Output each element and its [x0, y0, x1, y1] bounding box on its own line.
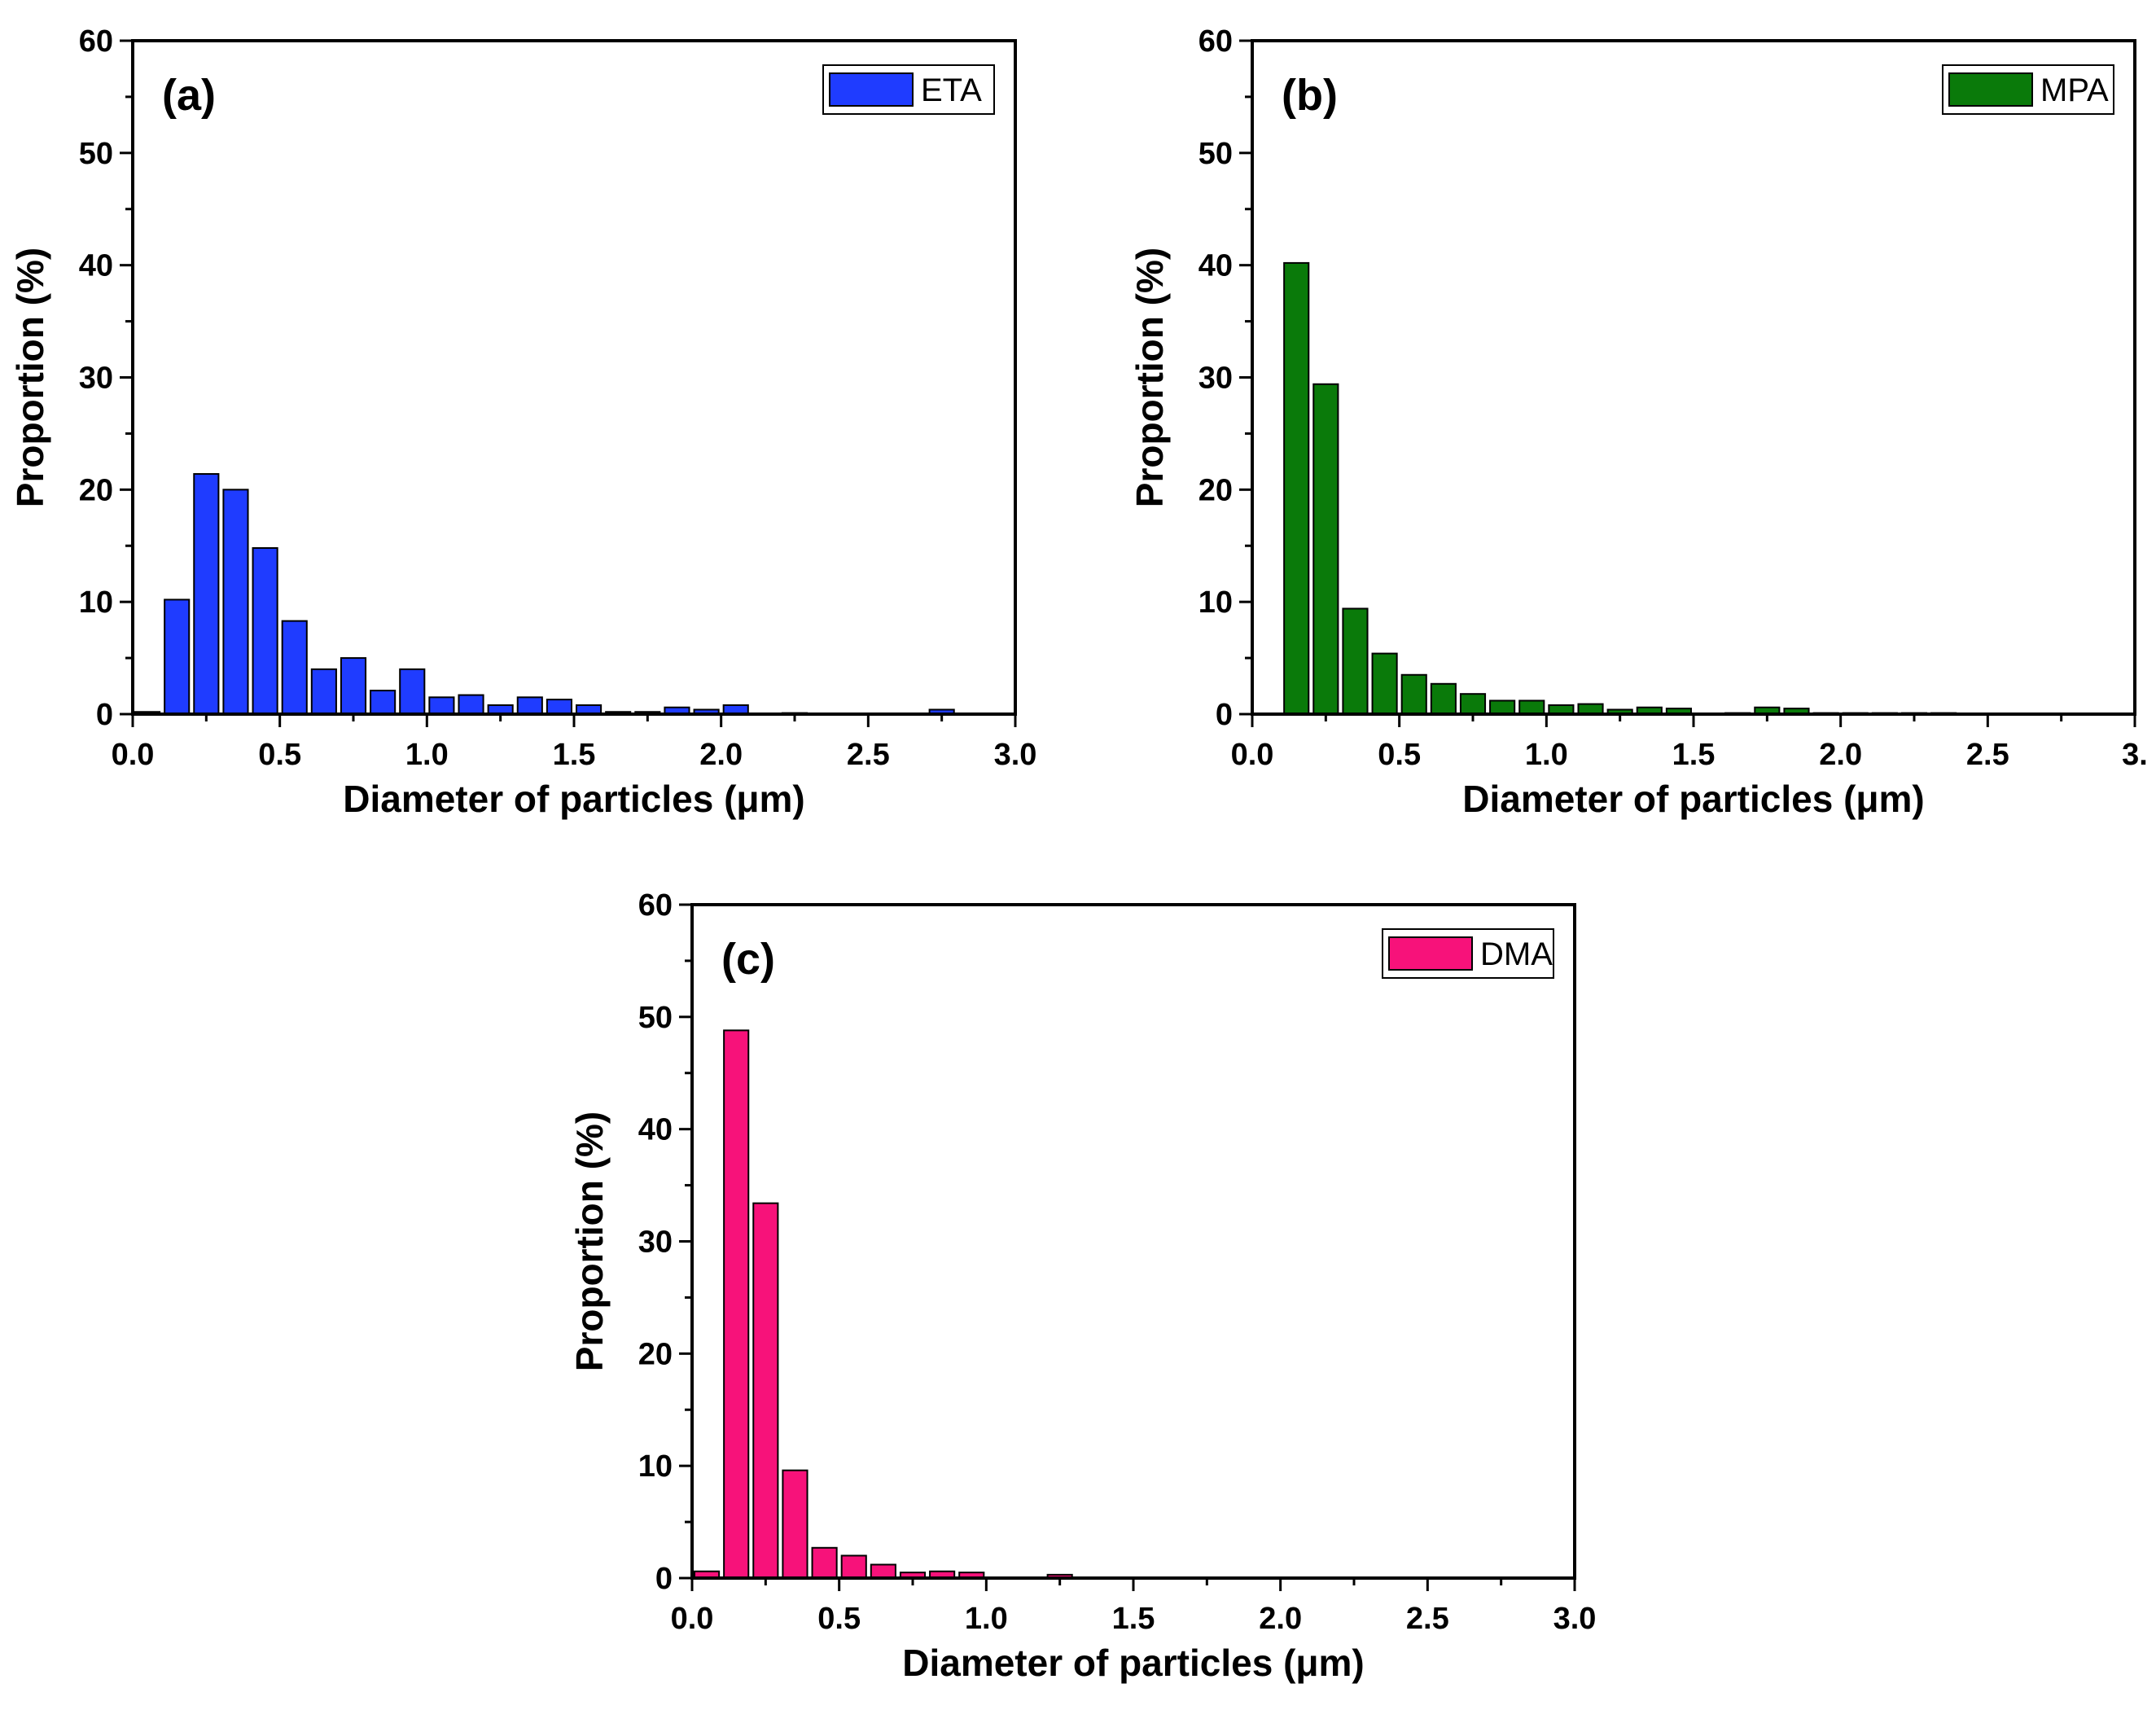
x-tick-label: 0.5	[258, 738, 301, 772]
y-tick-label: 10	[1199, 585, 1233, 620]
y-tick-label: 50	[638, 1001, 673, 1035]
panel-label: (a)	[162, 71, 216, 120]
y-tick-label: 20	[1199, 473, 1233, 507]
histogram-bar	[1430, 682, 1457, 715]
x-tick-label: 1.0	[405, 738, 449, 772]
x-tick-label: 2.0	[1819, 738, 1862, 772]
chart-panel-2: 0.0 0.5 1.0 1.5 2.0 2.5 3. 0 10 20 30 40 50 60 Diamete…	[1128, 24, 2148, 820]
histogram-bar	[164, 598, 191, 715]
x-tick-label: 0.5	[817, 1602, 861, 1636]
histogram-bar	[1283, 261, 1310, 716]
histogram-bar	[281, 620, 308, 715]
histogram-bar	[1459, 693, 1487, 716]
histogram-bar	[546, 699, 572, 715]
x-tick-label: 3.0	[994, 738, 1037, 772]
legend-label: MPA	[2040, 72, 2109, 108]
panel-label: (b)	[1282, 71, 1338, 120]
x-tick-label: 3.0	[1553, 1602, 1597, 1636]
y-tick-label: 50	[79, 137, 113, 171]
y-tick-label: 30	[79, 362, 113, 396]
histogram-bar	[458, 694, 484, 716]
x-axis-title: Diameter of particles (μm)	[902, 1642, 1365, 1684]
y-tick-label: 0	[96, 698, 113, 732]
x-tick-label: 2.0	[699, 738, 743, 772]
histogram-bar	[222, 489, 249, 715]
legend: MPA	[1942, 64, 2114, 115]
y-tick-label: 20	[79, 473, 113, 507]
x-tick-label: 1.5	[1672, 738, 1716, 772]
legend-label: DMA	[1480, 936, 1553, 972]
x-tick-label: 0.0	[112, 738, 155, 772]
histogram-bar	[723, 1029, 750, 1579]
x-tick-label: 2.5	[1966, 738, 2009, 772]
histogram-bar	[340, 657, 367, 715]
x-tick-label: 1.5	[553, 738, 596, 772]
chart-panel-3: 0.0 0.5 1.0 1.5 2.0 2.5 3.0 0 10 20 30 40 50 60 Diamet…	[568, 888, 1596, 1684]
y-tick-label: 60	[1199, 24, 1233, 59]
histogram-bar	[193, 473, 220, 716]
x-tick-label: 3.	[2122, 738, 2148, 772]
y-tick-label: 30	[1199, 362, 1233, 396]
chart-panel-1: 0.0 0.5 1.0 1.5 2.0 2.5 3.0 0 10 20 30 40 50 60 Diamet…	[9, 24, 1036, 820]
histogram-bar	[782, 1469, 808, 1580]
histogram-bar	[1371, 652, 1398, 716]
legend: ETA	[822, 64, 995, 115]
y-tick-label: 10	[79, 585, 113, 620]
y-axis-title: Proportion (%)	[9, 248, 51, 507]
histogram-bar	[370, 690, 397, 715]
y-tick-label: 40	[1199, 249, 1233, 283]
x-tick-label: 2.5	[847, 738, 890, 772]
x-tick-label: 1.0	[965, 1602, 1008, 1636]
y-tick-label: 60	[79, 24, 113, 59]
legend-swatch	[1388, 936, 1473, 971]
y-tick-label: 20	[638, 1337, 673, 1371]
x-tick-label: 0.0	[1231, 738, 1274, 772]
histogram-bar	[516, 696, 543, 716]
x-axis-title: Diameter of particles (μm)	[1462, 778, 1925, 820]
x-tick-label: 0.0	[671, 1602, 714, 1636]
histogram-bar	[428, 696, 455, 716]
y-tick-label: 40	[638, 1113, 673, 1147]
y-tick-label: 10	[638, 1449, 673, 1484]
x-tick-label: 1.0	[1525, 738, 1568, 772]
legend: DMA	[1382, 928, 1554, 979]
histogram-bar	[1312, 383, 1339, 715]
histogram-bar	[310, 668, 337, 715]
y-tick-label: 0	[1216, 698, 1233, 732]
histogram-bar	[1342, 607, 1369, 715]
legend-swatch	[829, 72, 914, 107]
histogram-bar	[1400, 673, 1427, 716]
y-tick-label: 0	[655, 1562, 673, 1596]
x-tick-label: 2.0	[1259, 1602, 1302, 1636]
x-axis-title: Diameter of particles (μm)	[343, 778, 805, 820]
histogram-bar	[399, 668, 426, 715]
y-tick-label: 30	[638, 1226, 673, 1260]
y-tick-label: 50	[1199, 137, 1233, 171]
bar-group	[694, 1029, 1073, 1580]
charts: 0.0 0.5 1.0 1.5 2.0 2.5 3.00102030405060Diamet…	[9, 24, 2148, 1684]
x-tick-label: 1.5	[1112, 1602, 1155, 1636]
histogram-bar	[870, 1563, 896, 1579]
histogram-bar	[252, 547, 278, 715]
y-axis-title: Proportion (%)	[1128, 248, 1171, 507]
legend-swatch	[1948, 72, 2033, 107]
y-tick-label: 60	[638, 888, 673, 923]
legend-label: ETA	[921, 72, 982, 108]
histogram-bar	[752, 1202, 779, 1580]
y-tick-label: 40	[79, 249, 113, 283]
histogram-bar	[1518, 699, 1545, 716]
x-tick-label: 0.5	[1378, 738, 1421, 772]
bar-group	[134, 473, 955, 716]
histogram-bar	[840, 1554, 867, 1580]
histogram-bar	[1489, 699, 1516, 716]
y-axis-title: Proportion (%)	[568, 1112, 611, 1371]
histogram-bar	[811, 1546, 838, 1580]
x-tick-label: 2.5	[1406, 1602, 1449, 1636]
panel-label: (c)	[721, 935, 775, 984]
